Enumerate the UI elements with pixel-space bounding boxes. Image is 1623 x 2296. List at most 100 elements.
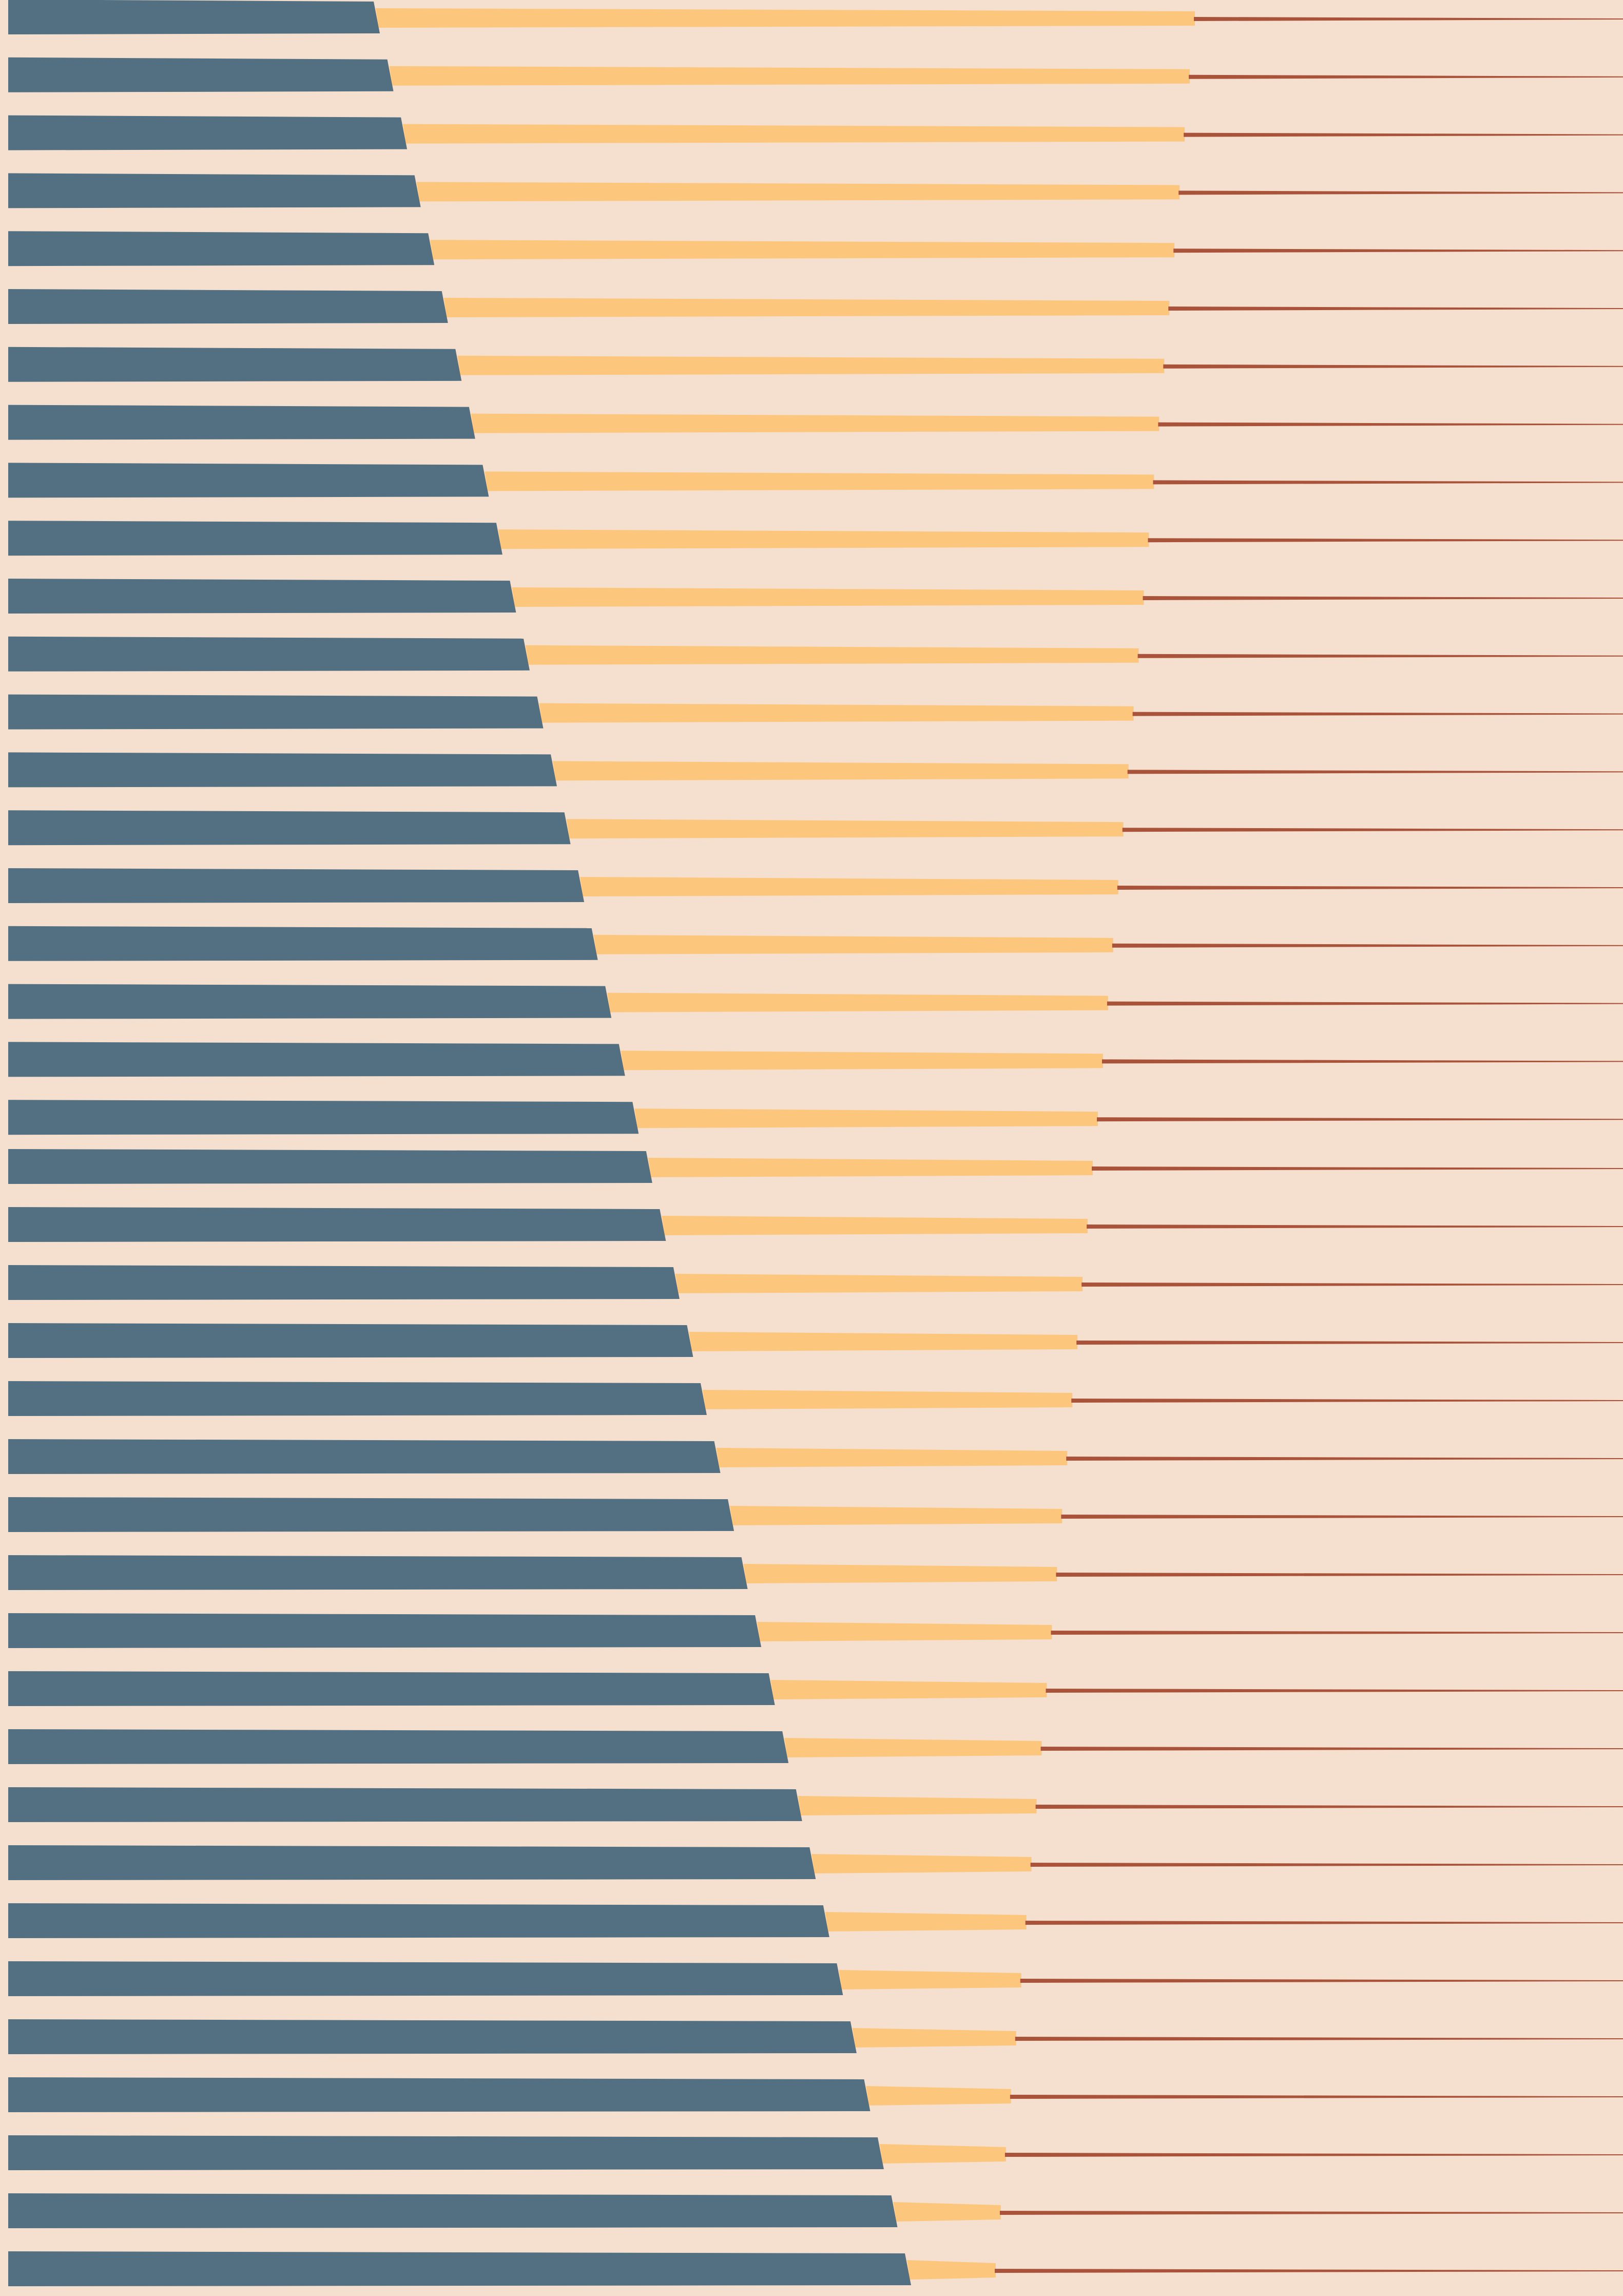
rust-line	[1194, 17, 1623, 21]
slate-band	[8, 115, 408, 150]
amber-band	[798, 1796, 1037, 1815]
amber-band	[376, 8, 1195, 28]
amber-band	[784, 1738, 1042, 1757]
amber-band	[525, 645, 1139, 665]
slate-band	[8, 1497, 734, 1532]
slate-band	[8, 984, 612, 1019]
amber-band	[879, 2144, 1006, 2164]
slate-band	[8, 1961, 843, 1996]
slate-band	[8, 231, 435, 266]
rust-line	[1189, 74, 1623, 79]
slate-band	[8, 1787, 802, 1822]
rust-line	[1168, 307, 1623, 311]
amber-band	[866, 2086, 1011, 2106]
rust-line	[1112, 943, 1623, 948]
amber-band	[648, 1158, 1093, 1177]
rust-line	[1102, 1059, 1623, 1064]
rust-line	[1127, 770, 1623, 774]
rust-line	[1158, 422, 1623, 427]
rust-line	[1076, 1341, 1623, 1345]
rust-line	[1132, 712, 1623, 716]
slate-band	[8, 57, 394, 92]
slate-band	[8, 1555, 748, 1590]
rust-line	[1137, 654, 1623, 658]
amber-band	[553, 761, 1129, 781]
slate-band	[8, 1729, 789, 1764]
slate-band	[8, 1323, 693, 1358]
rust-line	[1010, 2095, 1623, 2099]
slate-band	[8, 2193, 898, 2228]
rust-line	[1056, 1573, 1623, 1577]
amber-band	[457, 355, 1165, 375]
amber-band	[512, 587, 1144, 607]
rust-line	[995, 2269, 1623, 2273]
slate-band	[8, 694, 544, 730]
slate-band	[8, 1671, 775, 1706]
rust-line	[1173, 248, 1623, 253]
rust-line	[1004, 2153, 1623, 2157]
slate-band	[8, 1042, 625, 1077]
rust-line	[1178, 190, 1623, 195]
slate-band	[8, 521, 503, 556]
amber-band	[907, 2260, 996, 2280]
slate-band	[8, 868, 585, 903]
slate-band	[8, 1439, 721, 1474]
slate-band	[8, 2251, 911, 2286]
slate-band	[8, 1845, 816, 1880]
amber-band	[403, 124, 1185, 144]
rust-line	[1153, 480, 1623, 485]
rust-line	[999, 2211, 1623, 2215]
slate-band	[8, 752, 557, 788]
slate-band	[8, 1903, 829, 1938]
amber-band	[812, 1854, 1032, 1873]
slate-band	[8, 1149, 652, 1184]
amber-band	[621, 1050, 1103, 1070]
amber-band	[580, 877, 1118, 896]
slate-band	[8, 347, 462, 382]
amber-band	[743, 1564, 1057, 1583]
rust-line	[1035, 1805, 1623, 1809]
rust-line	[1096, 1117, 1623, 1122]
rust-line	[1117, 886, 1623, 890]
rust-line	[1184, 132, 1623, 137]
slate-band	[8, 173, 421, 208]
slate-band	[8, 1613, 762, 1648]
slate-band	[8, 926, 598, 961]
amber-band	[852, 2028, 1016, 2048]
slate-band	[8, 0, 380, 34]
amber-band	[825, 1912, 1027, 1931]
rust-line	[1148, 538, 1623, 543]
slate-band	[8, 1100, 639, 1135]
rust-line	[1081, 1283, 1623, 1287]
amber-band	[539, 703, 1134, 723]
slate-band	[8, 289, 448, 324]
amber-band	[593, 934, 1113, 954]
slate-band	[8, 1381, 707, 1416]
slate-band	[8, 2077, 871, 2112]
amber-band	[662, 1216, 1088, 1235]
amber-band	[485, 471, 1154, 491]
rust-line	[1071, 1399, 1623, 1403]
amber-band	[839, 1970, 1021, 1989]
slate-band	[8, 2135, 884, 2170]
amber-band	[607, 992, 1108, 1012]
slate-band	[8, 463, 489, 498]
amber-band	[430, 240, 1175, 260]
amber-band	[675, 1274, 1083, 1293]
amber-band	[471, 413, 1160, 433]
slate-band	[8, 579, 516, 614]
rust-line	[1143, 596, 1623, 600]
rust-line	[1025, 1921, 1623, 1925]
slate-band	[8, 636, 530, 672]
rust-line	[1015, 2037, 1623, 2041]
slate-band	[8, 405, 475, 440]
amber-band	[389, 66, 1190, 86]
rust-line	[1051, 1631, 1623, 1635]
amber-band	[730, 1506, 1062, 1525]
slate-band	[8, 1207, 666, 1242]
rust-line	[1040, 1747, 1623, 1751]
stripe-group	[8, 0, 1623, 2286]
amber-band	[893, 2202, 1001, 2222]
